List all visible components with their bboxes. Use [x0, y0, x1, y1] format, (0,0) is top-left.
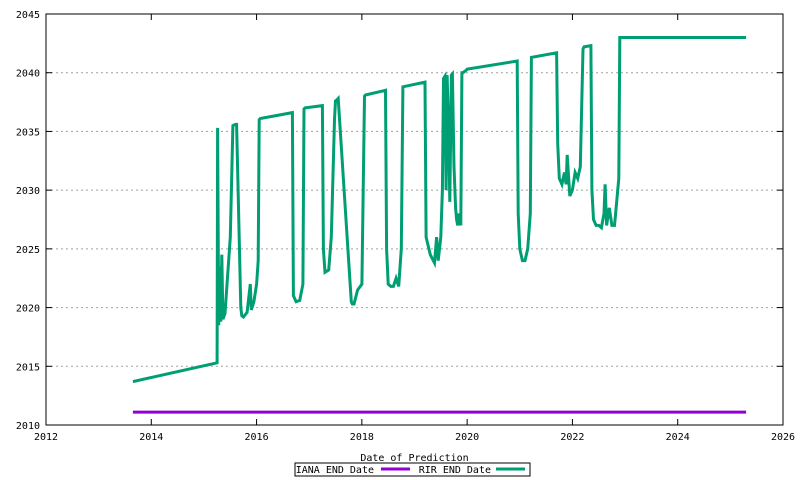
- y-tick-label: 2010: [16, 421, 40, 432]
- x-tick-label: 2012: [34, 432, 58, 443]
- x-tick-label: 2016: [245, 432, 269, 443]
- grid-lines: [46, 72, 783, 367]
- y-tick-label: 2030: [16, 186, 40, 197]
- y-tick-label: 2015: [16, 362, 40, 373]
- plot-frame: [45, 13, 784, 426]
- legend-label-iana: IANA END Date: [296, 465, 374, 476]
- x-tick-label: 2022: [560, 432, 584, 443]
- y-tick-label: 2020: [16, 304, 40, 315]
- y-tick-label: 2025: [16, 245, 40, 256]
- legend-label-rir: RIR END Date: [419, 465, 491, 476]
- x-tick-label: 2024: [666, 432, 690, 443]
- y-tick-label: 2045: [16, 10, 40, 21]
- series-line-rir: [132, 36, 747, 384]
- x-tick-label: 2014: [139, 432, 163, 443]
- y-tick-label: 2040: [16, 69, 40, 80]
- y-tick-label: 2035: [16, 127, 40, 138]
- legend-box: [294, 462, 531, 477]
- x-tick-label: 2018: [350, 432, 374, 443]
- x-axis-label: Date of Prediction: [360, 453, 468, 464]
- x-tick-label: 2020: [455, 432, 479, 443]
- series-lines: [132, 36, 747, 414]
- legend: IANA END Date RIR END Date: [294, 462, 531, 477]
- axis-ticks: 2010 2015 2020 2025 2030 2035 2040 2045 2012 2014…: [16, 10, 795, 443]
- x-tick-label: 2026: [771, 432, 795, 443]
